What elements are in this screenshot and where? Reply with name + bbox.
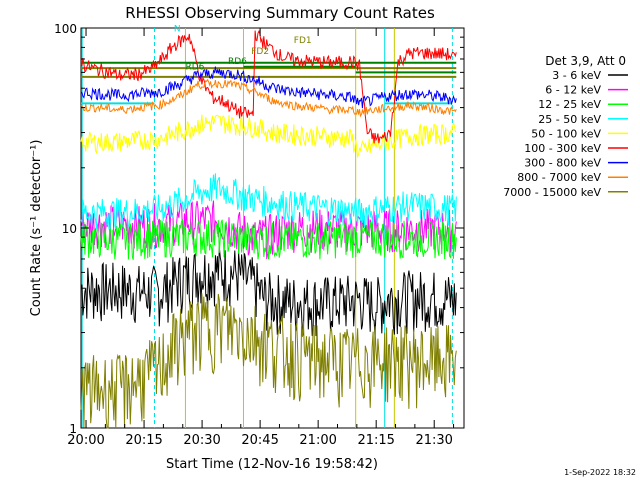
- legend-label: 12 - 25 keV: [538, 98, 601, 111]
- x-tick-label: 20:00: [67, 433, 104, 448]
- attenuator-bars: [81, 61, 457, 105]
- x-tick-label: 20:45: [241, 433, 278, 448]
- annotation-label: FD2: [251, 47, 269, 57]
- y-axis-ticks: 1 10 100: [54, 22, 464, 436]
- legend-label: 100 - 300 keV: [524, 142, 601, 155]
- annotation-layer: N FD2 FD1 RD6 RD6: [174, 25, 312, 73]
- x-axis-ticks: 20:00 20:15 20:30 20:45 21:00 21:15 21:30: [67, 28, 455, 448]
- x-tick-label: 20:30: [183, 433, 220, 448]
- y-tick-label: 10: [62, 222, 77, 236]
- series-line: [80, 293, 457, 429]
- y-tick-label: 1: [69, 422, 77, 436]
- legend-label: 3 - 6 keV: [552, 69, 601, 82]
- date-stamp: 1-Sep-2022 18:32: [564, 468, 636, 477]
- annotation-label: RD6: [185, 63, 204, 73]
- legend-label: 800 - 7000 keV: [517, 171, 601, 184]
- x-tick-label: 21:00: [299, 433, 336, 448]
- series-line: [80, 173, 457, 230]
- x-tick-label: 20:15: [125, 433, 162, 448]
- chart-title: RHESSI Observing Summary Count Rates: [125, 4, 435, 22]
- series-line: [80, 218, 457, 260]
- legend-label: 6 - 12 keV: [545, 84, 601, 97]
- y-tick-label: 100: [54, 22, 77, 36]
- x-tick-label: 21:30: [415, 433, 452, 448]
- series-line: [80, 78, 457, 118]
- legend-title: Det 3,9, Att 0: [545, 54, 626, 68]
- series-layer: [80, 29, 457, 429]
- annotation-label: N: [174, 25, 181, 35]
- x-axis-label: Start Time (12-Nov-16 19:58:42): [166, 457, 378, 472]
- annotation-label: RD6: [228, 57, 247, 67]
- legend-label: 50 - 100 keV: [531, 127, 601, 140]
- series-line: [80, 66, 457, 109]
- legend-label: 7000 - 15000 keV: [503, 186, 601, 199]
- legend-label: 25 - 50 keV: [538, 113, 601, 126]
- series-line: [80, 247, 457, 337]
- y-axis-label: Count Rate (s⁻¹ detector⁻¹): [29, 140, 44, 317]
- annotation-label: FD1: [294, 36, 312, 46]
- series-line: [80, 114, 457, 159]
- legend-label: 300 - 800 keV: [524, 157, 601, 170]
- x-tick-label: 21:15: [357, 433, 394, 448]
